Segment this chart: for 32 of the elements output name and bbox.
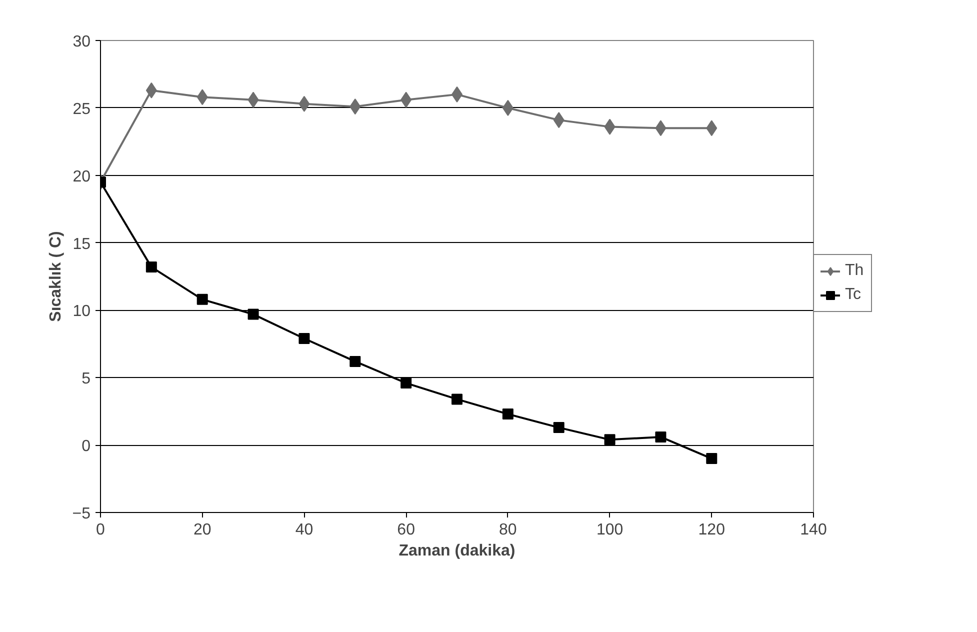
y-tick-label: 10	[72, 303, 91, 320]
x-tick-label: 40	[295, 522, 314, 538]
point	[553, 422, 564, 434]
y-tick-label: 30	[72, 34, 91, 50]
point	[655, 431, 666, 442]
x-tick-label: 80	[499, 522, 517, 538]
x-tick-label: 120	[698, 522, 726, 538]
x-tick-label: 0	[96, 522, 106, 538]
point	[248, 308, 259, 320]
x-tick-label: 100	[596, 522, 624, 538]
point	[502, 408, 514, 420]
point	[196, 294, 208, 305]
y-tick-label: 20	[72, 168, 91, 186]
point	[298, 333, 310, 344]
y-axis-title: Sıcaklık ( C)	[47, 231, 64, 322]
legend-label: Tc	[845, 286, 862, 304]
x-axis-title: Zaman (dakika)	[398, 542, 516, 560]
y-tick-label: 15	[72, 236, 91, 253]
x-tick-label: 20	[193, 522, 212, 538]
y-tick-label: 25	[72, 100, 91, 118]
point	[400, 378, 412, 389]
point	[350, 356, 361, 367]
x-tick-label: 60	[397, 522, 416, 538]
y-tick-label: 5	[82, 370, 91, 388]
point	[146, 262, 157, 273]
y-tick-label: 0	[82, 438, 91, 456]
legend-label: Th	[845, 262, 865, 280]
y-tick-label: −5	[72, 506, 91, 522]
point	[604, 434, 616, 446]
point	[452, 394, 462, 405]
point	[706, 453, 718, 464]
x-tick-label: 140	[800, 522, 827, 538]
